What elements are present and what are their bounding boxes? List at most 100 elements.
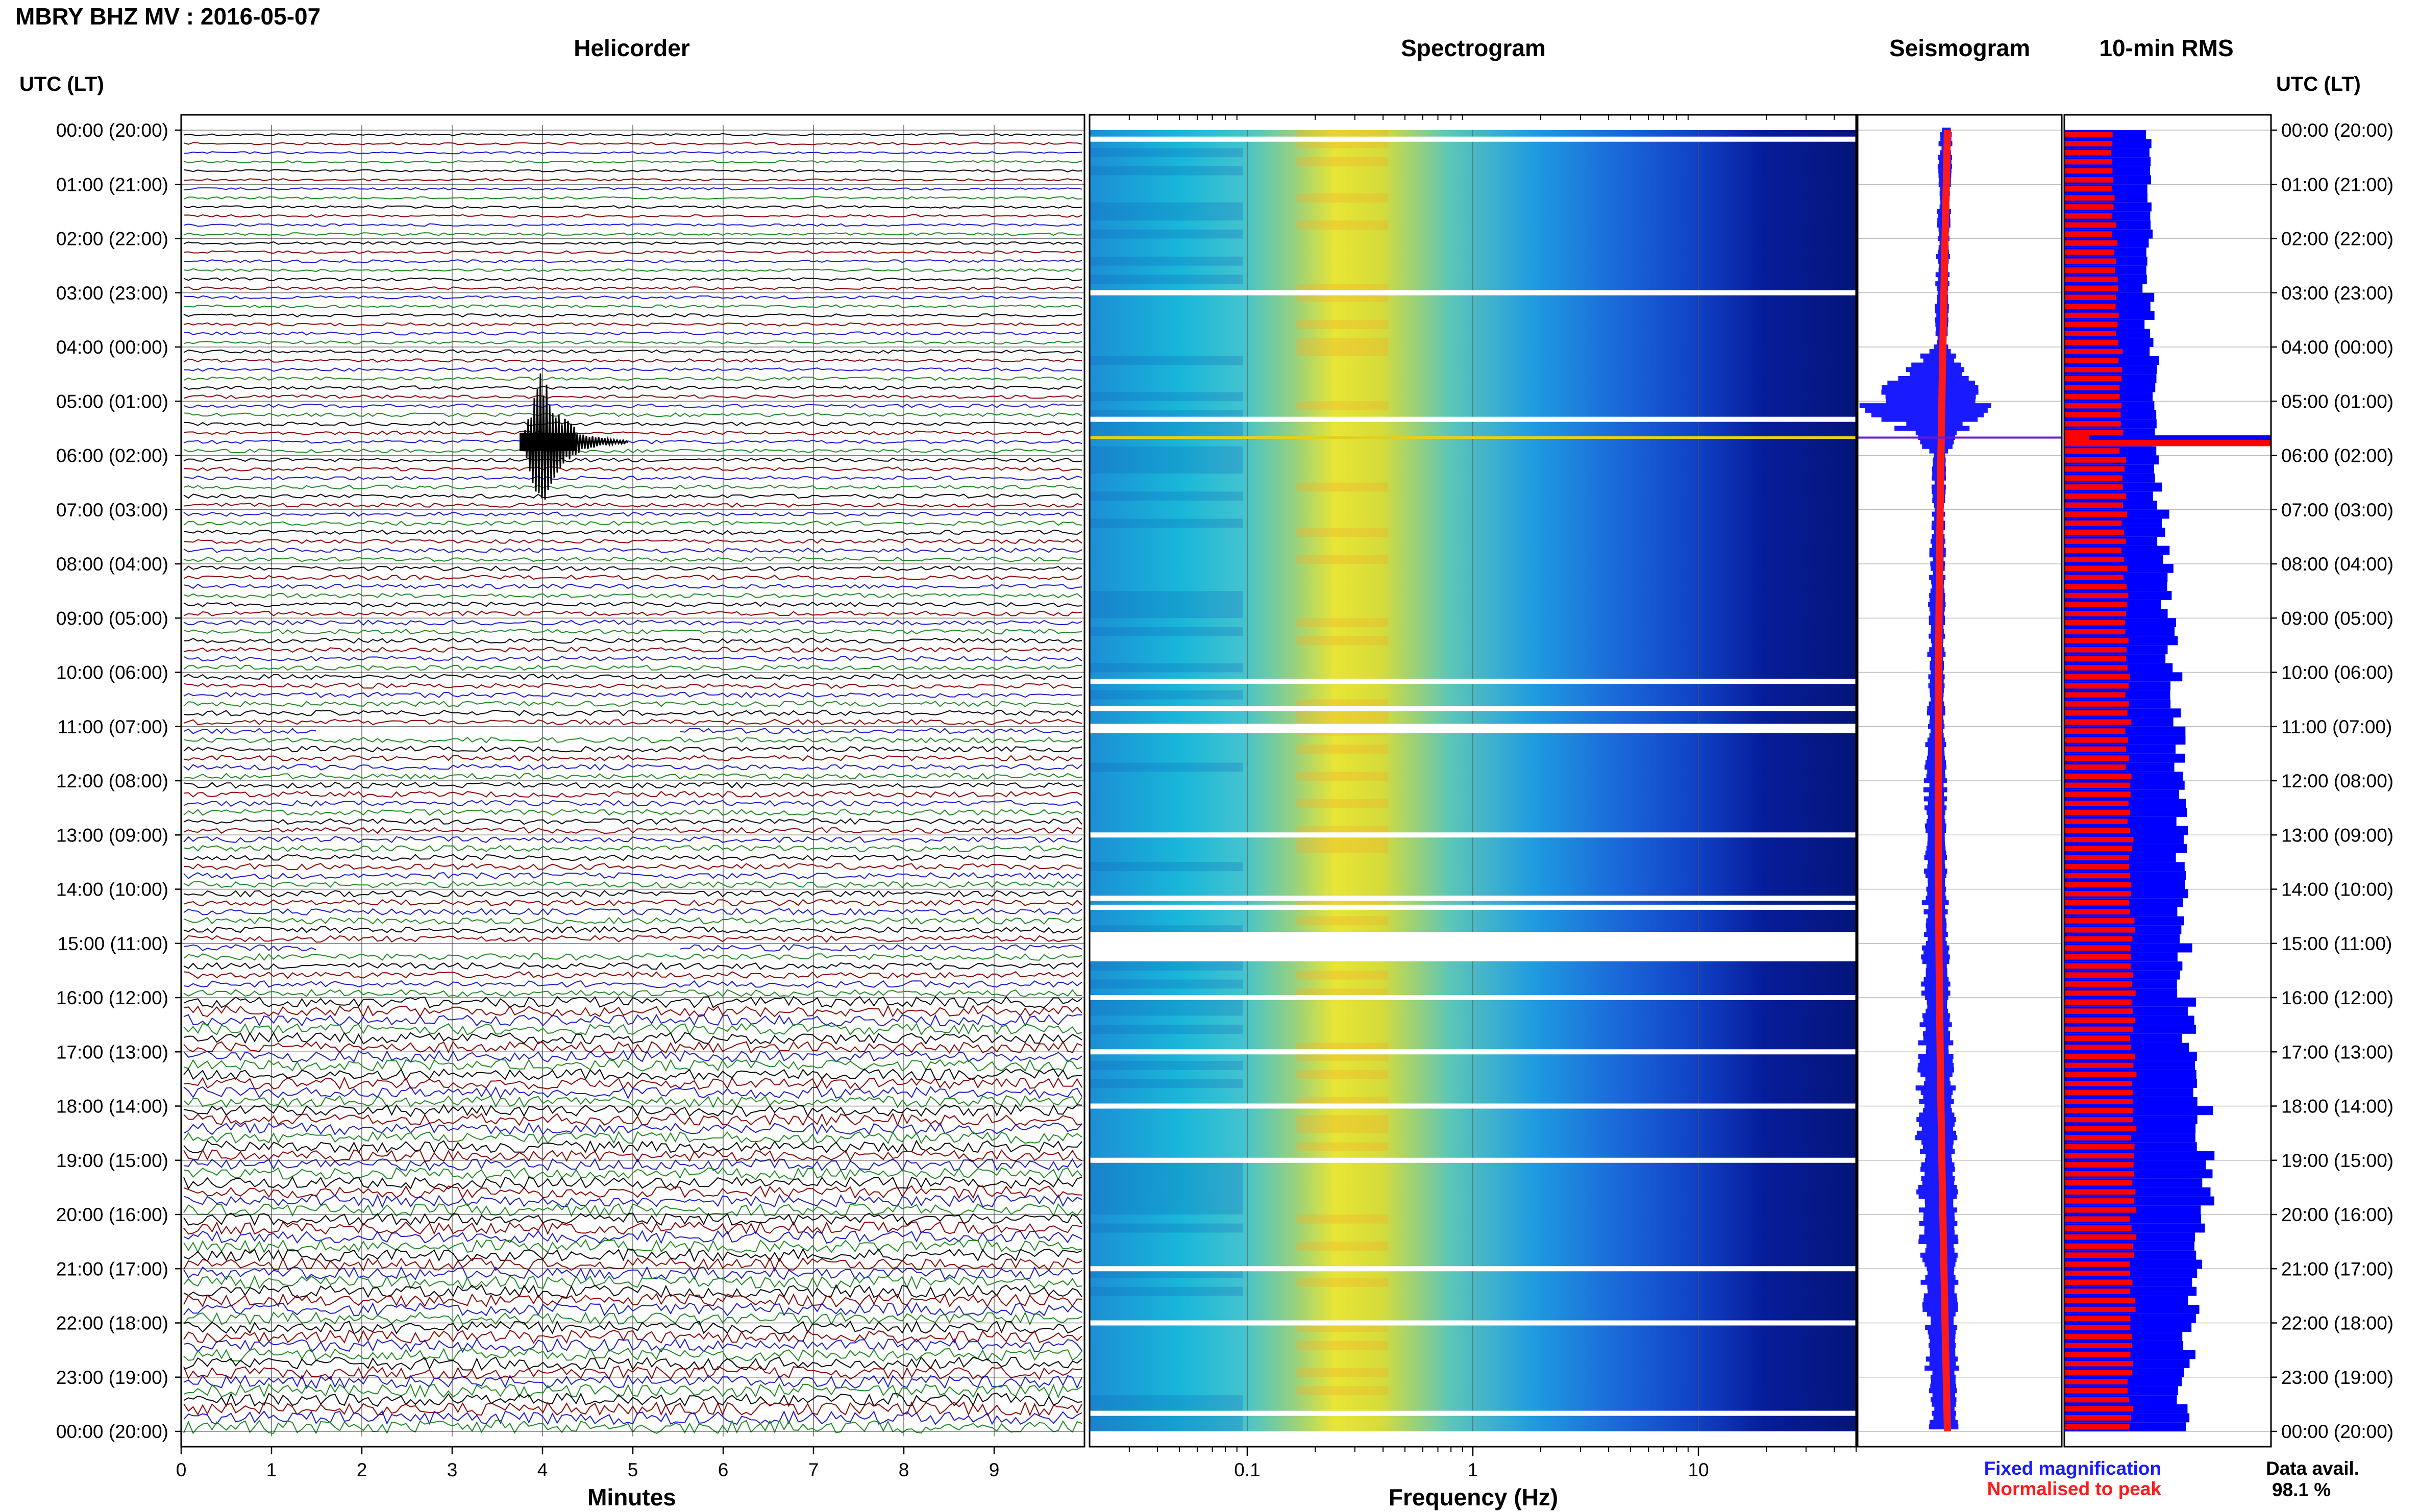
helicorder-trace bbox=[183, 908, 1082, 916]
helicorder-trace bbox=[183, 683, 1082, 689]
spectrogram-gap bbox=[1090, 136, 1856, 142]
helicorder-trace bbox=[183, 403, 1082, 408]
spectrogram-gap bbox=[1090, 1266, 1856, 1272]
time-tick-label-left: 18:00 (14:00) bbox=[56, 1096, 168, 1117]
helicorder-trace bbox=[183, 854, 1082, 861]
helicorder-trace bbox=[183, 1149, 1082, 1162]
helicorder-trace bbox=[183, 439, 1082, 444]
helicorder-trace bbox=[183, 322, 1082, 327]
rms-normalised-bar bbox=[2064, 1370, 2132, 1376]
helicorder-trace bbox=[183, 1374, 1082, 1390]
rms-normalised-bar bbox=[2064, 249, 2114, 255]
spectrogram-band bbox=[1090, 690, 1243, 700]
rms-normalised-bar bbox=[2064, 900, 2130, 906]
rms-normalised-bar bbox=[2064, 846, 2133, 852]
helicorder-trace bbox=[183, 881, 1082, 888]
helicorder-trace bbox=[183, 1167, 1082, 1181]
helicorder-trace bbox=[183, 448, 1082, 454]
spectrogram-band bbox=[1296, 1341, 1389, 1350]
helicorder-trace bbox=[183, 1329, 1082, 1344]
time-tick-label-right: 22:00 (18:00) bbox=[2281, 1313, 2393, 1334]
helicorder-trace bbox=[183, 710, 1082, 716]
helicorder-trace bbox=[183, 971, 1082, 979]
helicorder-trace bbox=[183, 232, 1082, 236]
helicorder-trace bbox=[183, 538, 1082, 544]
time-tick-label-left: 00:00 (20:00) bbox=[56, 120, 168, 141]
rms-normalised-bar bbox=[2064, 602, 2127, 607]
rms-normalised-bar bbox=[2064, 1243, 2133, 1249]
helicorder-trace bbox=[183, 917, 1082, 925]
seismogram-normalised-trace bbox=[1936, 509, 1944, 564]
spectrogram-band bbox=[1090, 392, 1243, 402]
spectrogram-band bbox=[1090, 1395, 1243, 1404]
helicorder-trace bbox=[183, 1401, 1082, 1417]
availability-value: 98.1 % bbox=[2272, 1479, 2331, 1500]
helicorder-trace bbox=[183, 782, 1082, 789]
rms-normalised-bar bbox=[2064, 819, 2128, 824]
rms-normalised-bar bbox=[2064, 692, 2126, 698]
time-tick-label-right: 05:00 (01:00) bbox=[2281, 391, 2393, 412]
helicorder-trace bbox=[183, 1410, 1082, 1425]
rms-event-bar-fixed bbox=[2089, 435, 2271, 440]
time-tick-label-left: 08:00 (04:00) bbox=[56, 554, 168, 575]
spectrogram-band bbox=[1090, 148, 1243, 158]
spectrogram-band bbox=[1090, 275, 1243, 284]
helicorder-trace bbox=[183, 962, 1082, 970]
helicorder-trace bbox=[183, 1284, 1082, 1299]
spectrogram-band bbox=[1296, 401, 1389, 410]
rms-normalised-bar bbox=[2064, 141, 2113, 146]
helicorder-trace bbox=[183, 1185, 1082, 1199]
rms-normalised-bar bbox=[2064, 304, 2116, 309]
helicorder-trace bbox=[183, 1221, 1082, 1235]
helicorder-trace bbox=[183, 565, 1082, 572]
helicorder-trace bbox=[183, 1086, 1082, 1100]
helicorder-trace bbox=[183, 277, 1082, 281]
time-tick-label-right: 10:00 (06:00) bbox=[2281, 662, 2393, 683]
helicorder-trace bbox=[183, 628, 1082, 635]
spectrogram-band bbox=[1090, 256, 1243, 266]
rms-normalised-bar bbox=[2064, 1135, 2132, 1141]
helicorder-trace bbox=[183, 718, 1082, 726]
rms-normalised-bar bbox=[2064, 981, 2132, 987]
seismogram-normalised-trace bbox=[1936, 997, 1944, 1052]
rms-normalised-bar bbox=[2064, 656, 2126, 662]
time-tick-label-right: 08:00 (04:00) bbox=[2281, 554, 2393, 575]
helicorder-trace bbox=[183, 701, 1082, 707]
minute-tick-label: 8 bbox=[899, 1459, 909, 1480]
seismogram-normalised-trace bbox=[1939, 1214, 1948, 1269]
helicorder-trace bbox=[183, 1266, 1082, 1281]
time-tick-label-left: 16:00 (12:00) bbox=[56, 987, 168, 1008]
rms-normalised-bar bbox=[2064, 150, 2111, 156]
helicorder-trace bbox=[183, 953, 1082, 961]
helicorder-trace bbox=[183, 529, 1082, 535]
rms-normalised-bar bbox=[2064, 493, 2126, 499]
helicorder-trace bbox=[183, 1392, 1082, 1407]
rms-normalised-bar bbox=[2064, 836, 2134, 842]
helicorder-trace bbox=[183, 259, 1082, 263]
spectrogram-band bbox=[1296, 338, 1389, 347]
spectrogram-band bbox=[1090, 1169, 1243, 1179]
rms-normalised-bar bbox=[2064, 791, 2131, 797]
spectrogram-gap bbox=[1090, 679, 1856, 684]
rms-normalised-bar bbox=[2064, 1234, 2136, 1240]
helicorder-trace bbox=[183, 1013, 1082, 1027]
rms-normalised-bar bbox=[2064, 927, 2135, 933]
rms-normalised-bar bbox=[2064, 1180, 2133, 1186]
helicorder-trace bbox=[183, 790, 1082, 798]
rms-normalised-bar bbox=[2064, 1270, 2130, 1276]
helicorder-trace bbox=[183, 1238, 1082, 1254]
rms-normalised-bar bbox=[2064, 1045, 2132, 1050]
helicorder-trace bbox=[183, 223, 1082, 227]
time-tick-label-right: 01:00 (21:00) bbox=[2281, 174, 2393, 195]
helicorder-trace bbox=[183, 1212, 1082, 1226]
spectrogram-band bbox=[1090, 979, 1243, 989]
spectrogram-gap bbox=[1090, 706, 1856, 711]
helicorder-trace bbox=[183, 142, 1082, 145]
rms-normalised-bar bbox=[2064, 701, 2129, 707]
utc-label-left: UTC (LT) bbox=[19, 73, 104, 95]
rms-normalised-bar bbox=[2064, 321, 2118, 328]
rms-normalised-bar bbox=[2064, 1153, 2134, 1159]
rms-normalised-bar bbox=[2064, 1008, 2133, 1014]
helicorder-trace bbox=[183, 1257, 1082, 1272]
rms-normalised-bar bbox=[2064, 366, 2122, 373]
